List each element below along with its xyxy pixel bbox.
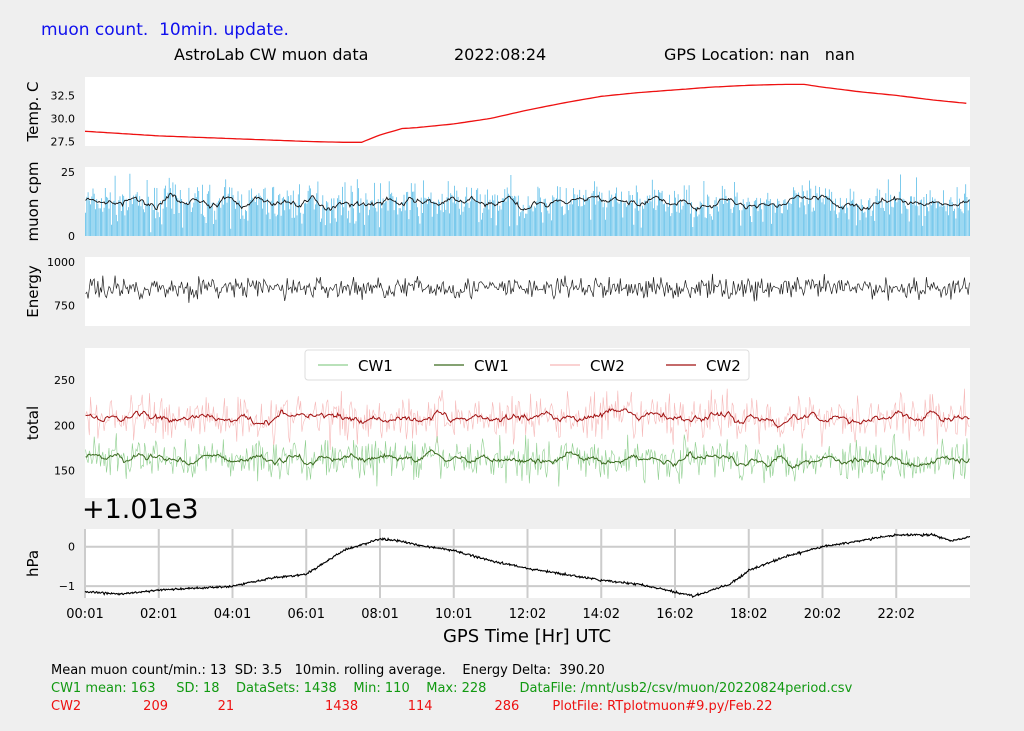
y-tick-label: 750 [54,299,75,312]
pressure-line [84,532,971,599]
cw1-raw-line [85,433,970,487]
x-tick-label: 10:01 [435,607,472,622]
stats-cw2-line: CW2 209 21 1438 114 286 PlotFile: RTplot… [51,699,773,714]
legend-box [304,349,750,381]
x-tick-label: 18:02 [730,607,767,622]
muon-cpm-bars [85,173,970,236]
header-gps-location: GPS Location: nan nan [664,45,855,64]
x-tick-label: 08:01 [361,607,398,622]
offset-text: +1.01e3 [82,494,199,525]
panel-2-background [85,167,970,236]
legend-label-cw1: CW1 [358,357,393,375]
x-tick-label: 00:01 [66,607,103,622]
y-tick-label: 25 [61,166,75,179]
x-tick-label: 20:02 [804,607,841,622]
header-title-blue: muon count. 10min. update. [41,20,289,40]
y-axis-label: hPa [24,550,42,577]
y-tick-label: 0 [68,230,75,243]
y-axis-label: total [24,406,42,440]
panel-1-background [85,77,970,146]
y-axis-label: muon cpm [24,162,42,242]
y-axis-label: Energy [24,265,42,318]
stats-cw1-line: CW1 mean: 163 SD: 18 DataSets: 1438 Min:… [51,681,853,696]
x-tick-label: 04:01 [214,607,251,622]
cw2-raw-line [85,388,970,451]
y-tick-label: 32.5 [51,89,76,102]
y-tick-label: 200 [54,419,75,432]
legend-label-cw1: CW1 [474,357,509,375]
y-tick-label: 30.0 [51,112,76,125]
legend-label-cw2: CW2 [590,357,625,375]
header-title-main: AstroLab CW muon data [174,45,369,64]
y-tick-label: 250 [54,374,75,387]
x-tick-label: 14:02 [583,607,620,622]
legend-label-cw2: CW2 [706,357,741,375]
y-tick-label: −1 [59,580,75,593]
x-tick-label: 02:01 [140,607,177,622]
y-tick-label: 27.5 [51,135,76,148]
x-axis-label: GPS Time [Hr] UTC [443,626,611,647]
temperature-line [84,83,967,143]
muon-rolling-average-line [85,192,970,212]
x-tick-label: 16:02 [656,607,693,622]
y-tick-label: 1000 [47,256,75,269]
x-tick-label: 22:02 [878,607,915,622]
y-tick-label: 0 [68,541,75,554]
cw2-average-line [85,407,970,429]
energy-line [85,273,970,303]
stats-summary-line: Mean muon count/min.: 13 SD: 3.5 10min. … [51,663,605,678]
x-tick-label: 06:01 [288,607,325,622]
header-date: 2022:08:24 [454,45,547,64]
y-tick-label: 150 [54,465,75,478]
x-tick-label: 12:02 [509,607,546,622]
cw1-average-line [85,449,970,470]
y-axis-label: Temp. C [24,82,42,143]
